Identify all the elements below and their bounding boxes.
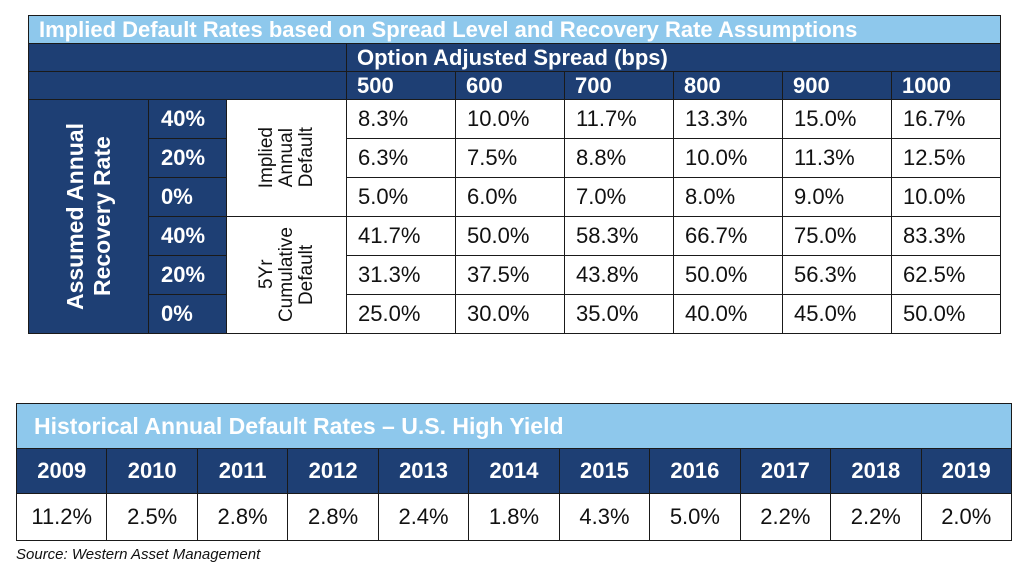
recovery-axis-label: Assumed Annual Recovery Rate xyxy=(28,99,149,334)
year-header: 2015 xyxy=(558,448,651,494)
table-cell: 10.0% xyxy=(673,138,783,178)
table-cell: 15.0% xyxy=(782,99,892,139)
table-cell: 37.5% xyxy=(455,255,565,295)
recovery-rate: 20% xyxy=(148,138,227,178)
year-header: 2010 xyxy=(106,448,198,494)
default-rate-cell: 5.0% xyxy=(649,493,741,541)
spread-col-header: 700 xyxy=(564,71,674,100)
table-cell: 35.0% xyxy=(564,294,674,334)
implied-annual-default-label: Implied Annual Default xyxy=(226,99,347,217)
year-header: 2011 xyxy=(196,448,289,494)
default-rate-cell: 2.8% xyxy=(287,493,379,541)
year-header: 2018 xyxy=(830,448,922,494)
default-rate-cell: 2.8% xyxy=(196,493,289,541)
table-cell: 10.0% xyxy=(455,99,565,139)
table-cell: 6.0% xyxy=(455,177,565,217)
year-header: 2009 xyxy=(15,448,108,494)
table-cell: 45.0% xyxy=(782,294,892,334)
table-cell: 12.5% xyxy=(890,138,1002,178)
table-cell: 8.0% xyxy=(673,177,783,217)
table-cell: 7.5% xyxy=(455,138,565,178)
table-cell: 83.3% xyxy=(890,216,1002,256)
table-cell: 6.3% xyxy=(346,138,456,178)
table-cell: 9.0% xyxy=(782,177,892,217)
year-header: 2013 xyxy=(377,448,470,494)
default-rate-cell: 2.0% xyxy=(920,493,1013,541)
table-cell: 10.0% xyxy=(890,177,1002,217)
default-rate-cell: 2.2% xyxy=(739,493,832,541)
year-header: 2017 xyxy=(739,448,832,494)
default-rate-cell: 11.2% xyxy=(15,493,108,541)
table-cell: 66.7% xyxy=(673,216,783,256)
implied-default-table: Implied Default Rates based on Spread Le… xyxy=(27,15,1002,334)
recovery-rate: 40% xyxy=(148,99,227,139)
spread-col-header: 600 xyxy=(455,71,565,100)
table-cell: 25.0% xyxy=(346,294,456,334)
cumulative-default-label: 5Yr Cumulative Default xyxy=(226,216,347,334)
recovery-rate: 20% xyxy=(148,255,227,295)
historical-default-table: Historical Annual Default Rates – U.S. H… xyxy=(15,403,1013,541)
table-cell: 7.0% xyxy=(564,177,674,217)
table-cell: 11.7% xyxy=(564,99,674,139)
table-cell: 56.3% xyxy=(782,255,892,295)
table-cell: 50.0% xyxy=(673,255,783,295)
table-cell: 8.8% xyxy=(564,138,674,178)
table-cell: 50.0% xyxy=(890,294,1002,334)
table-cell: 62.5% xyxy=(890,255,1002,295)
table-cell: 30.0% xyxy=(455,294,565,334)
spread-col-header: 1000 xyxy=(890,71,1002,100)
year-header: 2019 xyxy=(920,448,1013,494)
table-cell: 50.0% xyxy=(455,216,565,256)
table-cell: 31.3% xyxy=(346,255,456,295)
table-cell: 13.3% xyxy=(673,99,783,139)
year-header: 2012 xyxy=(287,448,379,494)
header-blank-cell xyxy=(28,71,347,100)
recovery-rate: 0% xyxy=(148,294,227,334)
implied-table-title: Implied Default Rates based on Spread Le… xyxy=(27,15,1002,44)
spread-col-header: 500 xyxy=(346,71,456,100)
table-cell: 8.3% xyxy=(346,99,456,139)
table-cell: 58.3% xyxy=(564,216,674,256)
year-header: 2014 xyxy=(468,448,560,494)
default-rate-cell: 2.4% xyxy=(377,493,470,541)
table-cell: 16.7% xyxy=(890,99,1002,139)
default-rate-cell: 2.5% xyxy=(106,493,198,541)
spread-col-header: 900 xyxy=(782,71,892,100)
default-rate-cell: 4.3% xyxy=(558,493,651,541)
spread-header: Option Adjusted Spread (bps) xyxy=(345,43,1002,72)
spread-col-header: 800 xyxy=(673,71,783,100)
recovery-rate: 40% xyxy=(148,216,227,256)
source-note: Source: Western Asset Management xyxy=(16,546,261,563)
table-cell: 11.3% xyxy=(782,138,892,178)
default-rate-cell: 1.8% xyxy=(468,493,560,541)
header-blank-cell xyxy=(28,43,347,72)
year-header: 2016 xyxy=(649,448,741,494)
table-cell: 75.0% xyxy=(782,216,892,256)
table-cell: 41.7% xyxy=(346,216,456,256)
table-cell: 5.0% xyxy=(346,177,456,217)
default-rate-cell: 2.2% xyxy=(830,493,922,541)
historical-table-title: Historical Annual Default Rates – U.S. H… xyxy=(16,403,1012,449)
table-cell: 40.0% xyxy=(673,294,783,334)
table-cell: 43.8% xyxy=(564,255,674,295)
recovery-rate: 0% xyxy=(148,177,227,217)
